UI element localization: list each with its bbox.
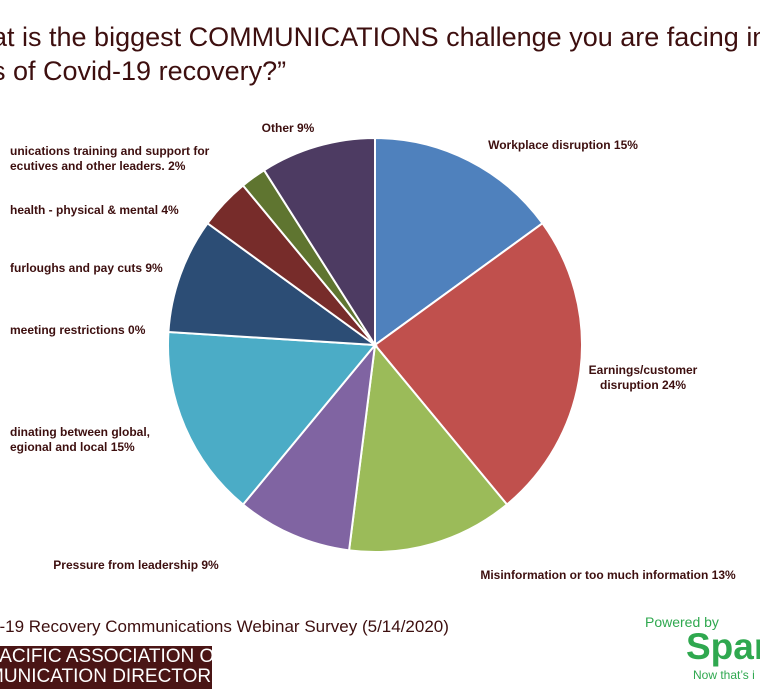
label-slice-furloughs-and-pay-cuts-9: furloughs and pay cuts 9% (10, 261, 163, 275)
pie-slice-earnings-customer (373, 221, 583, 506)
org-logo-banner: PACIFIC ASSOCIATION OF MUNICATION DIRECT… (0, 646, 212, 689)
label-slice-health-physical-mental-4: health - physical & mental 4% (10, 203, 179, 217)
pie-slice-dinating-between-global (167, 330, 378, 506)
label-slice-misinformation-or-too-much-information-13: Misinformation or too much information 1… (480, 568, 736, 582)
chart-title: at is the biggest COMMUNICATIONS challen… (0, 20, 760, 88)
org-name-line-1: PACIFIC ASSOCIATION OF (0, 646, 212, 667)
org-name-line-2: MUNICATION DIRECTORS (0, 666, 212, 687)
brand-logo: Spar (686, 626, 760, 667)
label-slice-meeting-restrictions-0: meeting restrictions 0% (10, 323, 146, 337)
pie-slice-other-9 (262, 136, 376, 349)
label-slice-unications-training-and-support-for: unications training and support for ecuti… (10, 144, 210, 173)
label-slice-workplace-disruption-15: Workplace disruption 15% (488, 138, 638, 152)
label-slice-pressure-from-leadership-9: Pressure from leadership 9% (53, 558, 219, 572)
survey-source: 0-19 Recovery Communications Webinar Sur… (0, 617, 449, 636)
pie-slice-workplace-disruption-15 (374, 136, 544, 347)
pie-slice-misinformation-or-too-much-information-13 (347, 342, 509, 553)
title-line-1: at is the biggest COMMUNICATIONS challen… (0, 22, 760, 52)
brand-tagline: Now that’s i (693, 668, 755, 682)
label-slice-dinating-between-global: dinating between global, egional and loca… (10, 425, 150, 454)
label-slice-other-9: Other 9% (262, 121, 315, 135)
label-slice-earnings-customer: Earnings/customer disruption 24% (589, 363, 698, 392)
pie-chart: Workplace disruption 15% Earnings/custome… (10, 121, 736, 582)
powered-by-text: Powered by (645, 614, 719, 630)
pie-slice-furloughs-and-pay-cuts-9 (167, 221, 379, 347)
pie-slice-pressure-from-leadership-9 (241, 341, 377, 552)
title-line-2: s of Covid-19 recovery?” (0, 56, 287, 86)
